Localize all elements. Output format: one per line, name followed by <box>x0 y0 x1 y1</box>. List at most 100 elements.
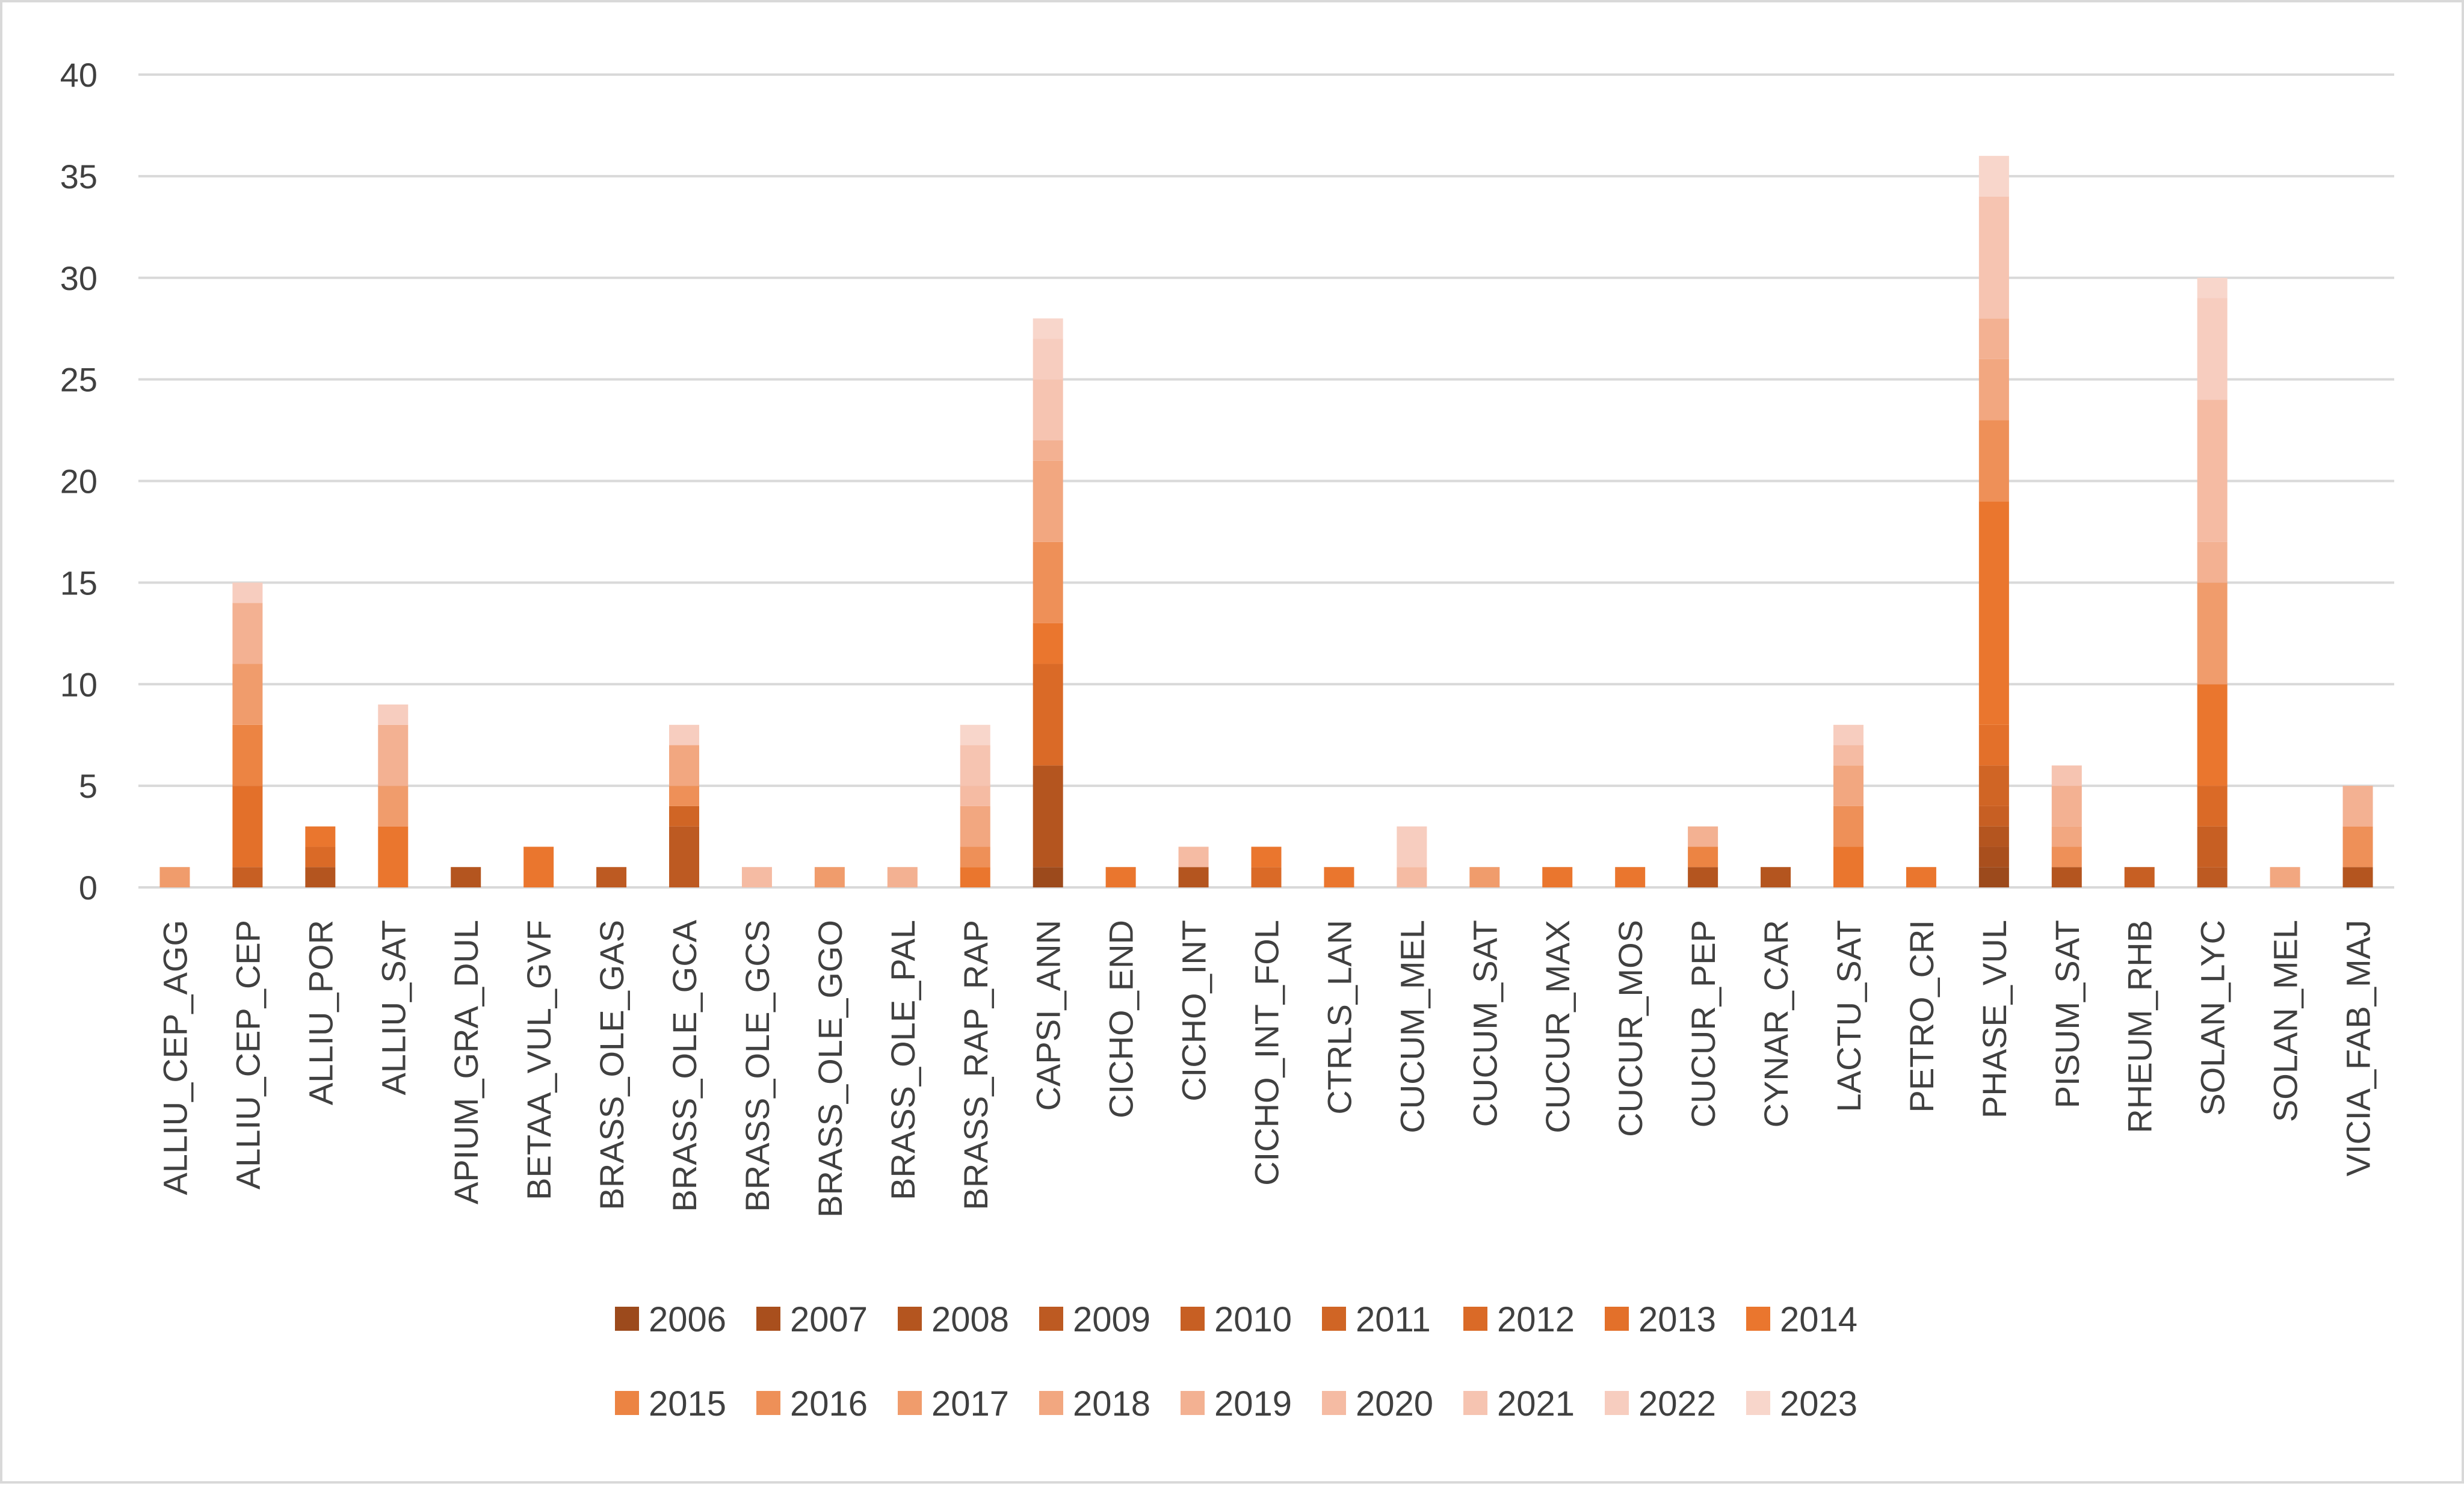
y-tick-label: 20 <box>60 463 97 501</box>
x-tick-label: CICHO_INT_FOL <box>1248 920 1286 1186</box>
x-tick-label: CICHO_INT <box>1175 920 1213 1102</box>
bar-stack-CUCUM_SAT <box>1469 867 1500 887</box>
bar-segment-2019 <box>2051 786 2082 827</box>
bar-segment-2010 <box>2197 826 2228 868</box>
bar-stack-CUCUM_MEL <box>1397 826 1427 887</box>
x-tick-label: ALLIU_POR <box>301 920 339 1105</box>
bar-segment-2018 <box>2051 826 2082 847</box>
bar-stack-CUCUR_MOS <box>1615 867 1646 887</box>
bar-segment-2014 <box>305 826 336 847</box>
legend-label: 2019 <box>1214 1384 1292 1423</box>
bar-segment-2008 <box>2342 867 2373 887</box>
legend-swatch <box>756 1391 780 1415</box>
bar-segment-2018 <box>1978 359 2009 421</box>
bar-segment-2014 <box>1033 623 1063 664</box>
bar-segment-2014 <box>1978 501 2009 725</box>
legend-item-2006: 2006 <box>615 1300 726 1339</box>
bar-stack-VICIA_FAB_MAJ <box>2342 786 2373 887</box>
bar-segment-2018 <box>960 806 990 847</box>
bar-segment-2010 <box>2124 867 2155 887</box>
legend-label: 2014 <box>1780 1300 1857 1339</box>
legend-item-2019: 2019 <box>1181 1384 1292 1423</box>
bar-segment-2018 <box>2270 867 2300 887</box>
bar-segment-2007 <box>1978 846 2009 868</box>
y-tick-label: 0 <box>79 869 97 907</box>
bar-stack-CICHO_INT_FOL <box>1251 846 1282 887</box>
bar-stack-CICHO_INT <box>1178 846 1209 887</box>
bar-segment-2017 <box>232 664 263 725</box>
legend-swatch <box>898 1391 922 1415</box>
x-tick-label: LACTU_SAT <box>1830 920 1868 1112</box>
legend-swatch <box>898 1307 922 1331</box>
bar-stack-APIUM_GRA_DUL <box>451 867 481 887</box>
bar-segment-2017 <box>1469 867 1500 887</box>
x-tick-label: BRASS_OLE_GAS <box>593 920 631 1210</box>
bar-segment-2020 <box>1397 867 1427 887</box>
bar-stack-LACTU_SAT <box>1833 724 1863 887</box>
bar-segment-2006 <box>1978 867 2009 887</box>
legend-item-2010: 2010 <box>1181 1300 1292 1339</box>
y-tick-label: 15 <box>60 564 97 602</box>
legend-item-2018: 2018 <box>1039 1384 1150 1423</box>
legend-item-2015: 2015 <box>615 1384 726 1423</box>
bar-stack-BRASS_OLE_GCA <box>669 724 700 887</box>
x-tick-label: APIUM_GRA_DUL <box>447 920 485 1204</box>
legend-swatch <box>1463 1391 1487 1415</box>
bar-segment-2016 <box>960 846 990 868</box>
bar-segment-2008 <box>305 867 336 887</box>
legend-item-2022: 2022 <box>1605 1384 1716 1423</box>
bar-stack-SOLAN_LYC <box>2197 277 2228 887</box>
legend-label: 2007 <box>790 1300 868 1339</box>
bar-stack-CAPSI_ANN <box>1033 318 1063 887</box>
bar-segment-2021 <box>1033 379 1063 440</box>
x-tick-label: CAPSI_ANN <box>1030 920 1067 1111</box>
legend-label: 2017 <box>931 1384 1009 1423</box>
bar-stack-BRASS_OLE_GGO <box>814 867 845 887</box>
y-tick-label: 25 <box>60 361 97 399</box>
bar-segment-2018 <box>669 745 700 786</box>
legend-label: 2015 <box>649 1384 726 1423</box>
bar-segment-2015 <box>1688 846 1718 868</box>
bar-segment-2020 <box>1833 745 1863 766</box>
bar-stack-SOLAN_MEL <box>2270 867 2300 887</box>
bar-segment-2019 <box>1978 318 2009 359</box>
x-tick-label: ALLIU_SAT <box>374 920 412 1096</box>
bar-segment-2011 <box>1978 765 2009 806</box>
legend-swatch <box>1039 1307 1063 1331</box>
legend-item-2011: 2011 <box>1322 1300 1431 1339</box>
bar-segment-2013 <box>232 786 263 868</box>
bar-segment-2014 <box>2197 684 2228 786</box>
legend-label: 2009 <box>1073 1300 1150 1339</box>
legend-swatch <box>1463 1307 1487 1331</box>
bar-segment-2018 <box>1833 765 1863 806</box>
bar-segment-2017 <box>378 786 409 827</box>
bar-stack-BETAA_VUL_GVF <box>523 846 554 887</box>
bar-segment-2009 <box>669 826 700 887</box>
bar-segment-2014 <box>1105 867 1136 887</box>
bar-segment-2009 <box>596 867 627 887</box>
legend-swatch <box>615 1391 639 1415</box>
legend-item-2007: 2007 <box>756 1300 868 1339</box>
bar-segment-2020 <box>1178 846 1209 868</box>
legend-swatch <box>1181 1391 1205 1415</box>
bar-segment-2014 <box>378 826 409 887</box>
x-tick-label: CUCUM_SAT <box>1466 920 1504 1127</box>
bar-stack-PETRO_CRI <box>1906 867 1936 887</box>
bar-stack-ALLIU_CEP_CEP <box>232 582 263 887</box>
bar-segment-2010 <box>232 867 263 887</box>
bar-stack-CYNAR_CAR <box>1761 867 1791 887</box>
bar-segment-2020 <box>741 867 772 887</box>
bar-segment-2009 <box>2197 867 2228 887</box>
bar-segment-2008 <box>1688 867 1718 887</box>
bar-segment-2012 <box>2197 786 2228 827</box>
bar-segment-2016 <box>2342 826 2373 868</box>
bar-segment-2019 <box>232 603 263 664</box>
x-tick-label: PHASE_VUL <box>1975 920 2013 1118</box>
legend-swatch <box>1181 1307 1205 1331</box>
legend-swatch <box>615 1307 639 1331</box>
bar-segment-2017 <box>814 867 845 887</box>
x-tick-label: BRASS_OLE_GCA <box>665 919 703 1212</box>
legend-label: 2018 <box>1073 1384 1150 1423</box>
legend-item-2012: 2012 <box>1463 1300 1575 1339</box>
bar-segment-2022 <box>1033 339 1063 380</box>
